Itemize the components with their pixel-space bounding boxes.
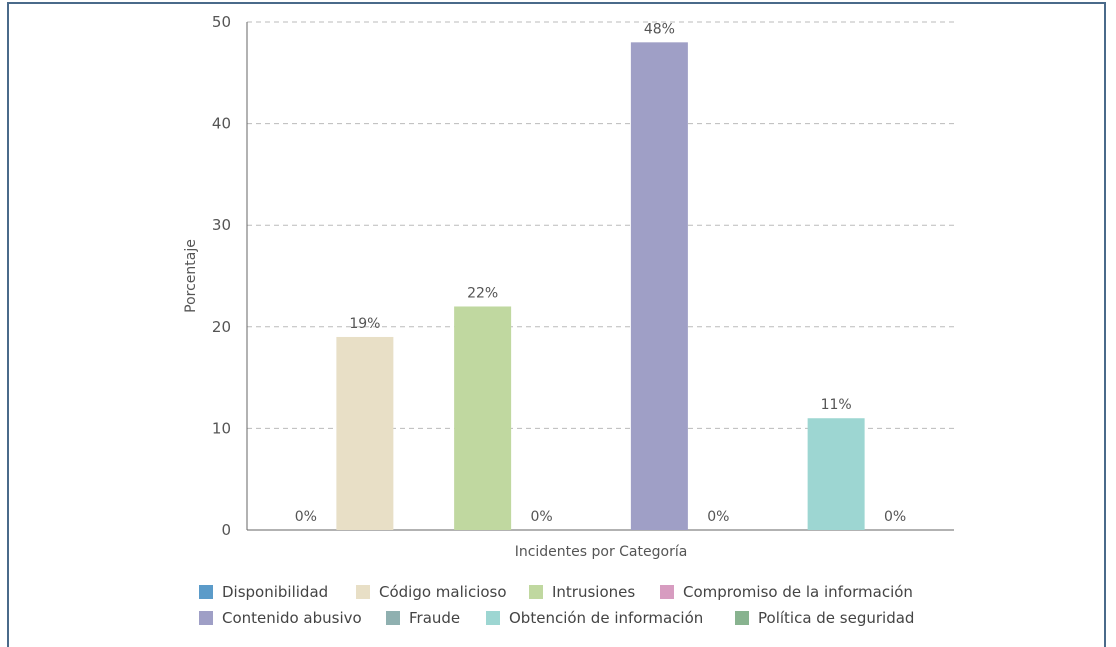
data-label-4: 0% (531, 509, 553, 525)
legend-label-5: Contenido abusivo (222, 609, 362, 627)
y-tick-label: 40 (212, 115, 231, 133)
y-tick-label: 30 (212, 216, 231, 234)
x-axis-title: Incidentes por Categoría (515, 544, 688, 560)
data-label-8: 0% (884, 509, 906, 525)
bar-2 (336, 336, 394, 530)
legend-label-8: Política de seguridad (758, 609, 914, 627)
legend-swatch-5 (199, 611, 213, 625)
y-tick-label: 20 (212, 318, 231, 336)
bar-7 (807, 418, 865, 530)
legend-swatch-1 (199, 585, 213, 599)
data-label-5: 48% (644, 21, 675, 37)
legend-label-7: Obtención de información (509, 609, 703, 627)
legend-label-6: Fraude (409, 609, 460, 627)
legend-swatch-2 (356, 585, 370, 599)
y-tick-label: 0 (221, 521, 231, 539)
data-label-2: 19% (349, 316, 380, 332)
bar-3 (454, 306, 512, 530)
legend-label-4: Compromiso de la información (683, 583, 913, 601)
legend-label-3: Intrusiones (552, 583, 635, 601)
legend-swatch-4 (660, 585, 674, 599)
y-axis-title: Porcentaje (183, 239, 199, 313)
legend-label-1: Disponibilidad (222, 583, 328, 601)
bar-5 (630, 42, 688, 530)
legend-swatch-3 (529, 585, 543, 599)
y-tick-label: 50 (212, 13, 231, 31)
chart-frame (7, 2, 1106, 647)
data-label-7: 11% (821, 397, 852, 413)
legend-swatch-7 (486, 611, 500, 625)
data-label-1: 0% (295, 509, 317, 525)
y-tick-label: 10 (212, 419, 231, 437)
data-labels: 0% 19% 22% 0% 48% 0% 11% 0% (295, 21, 906, 525)
data-label-6: 0% (707, 509, 729, 525)
legend-swatch-6 (386, 611, 400, 625)
legend: Disponibilidad Código malicioso Intrusione… (199, 583, 914, 627)
data-label-3: 22% (467, 285, 498, 301)
legend-label-2: Código malicioso (379, 583, 507, 601)
bars (336, 42, 865, 530)
legend-swatch-8 (735, 611, 749, 625)
y-axis-ticks: 0 10 20 30 40 50 (212, 13, 231, 539)
